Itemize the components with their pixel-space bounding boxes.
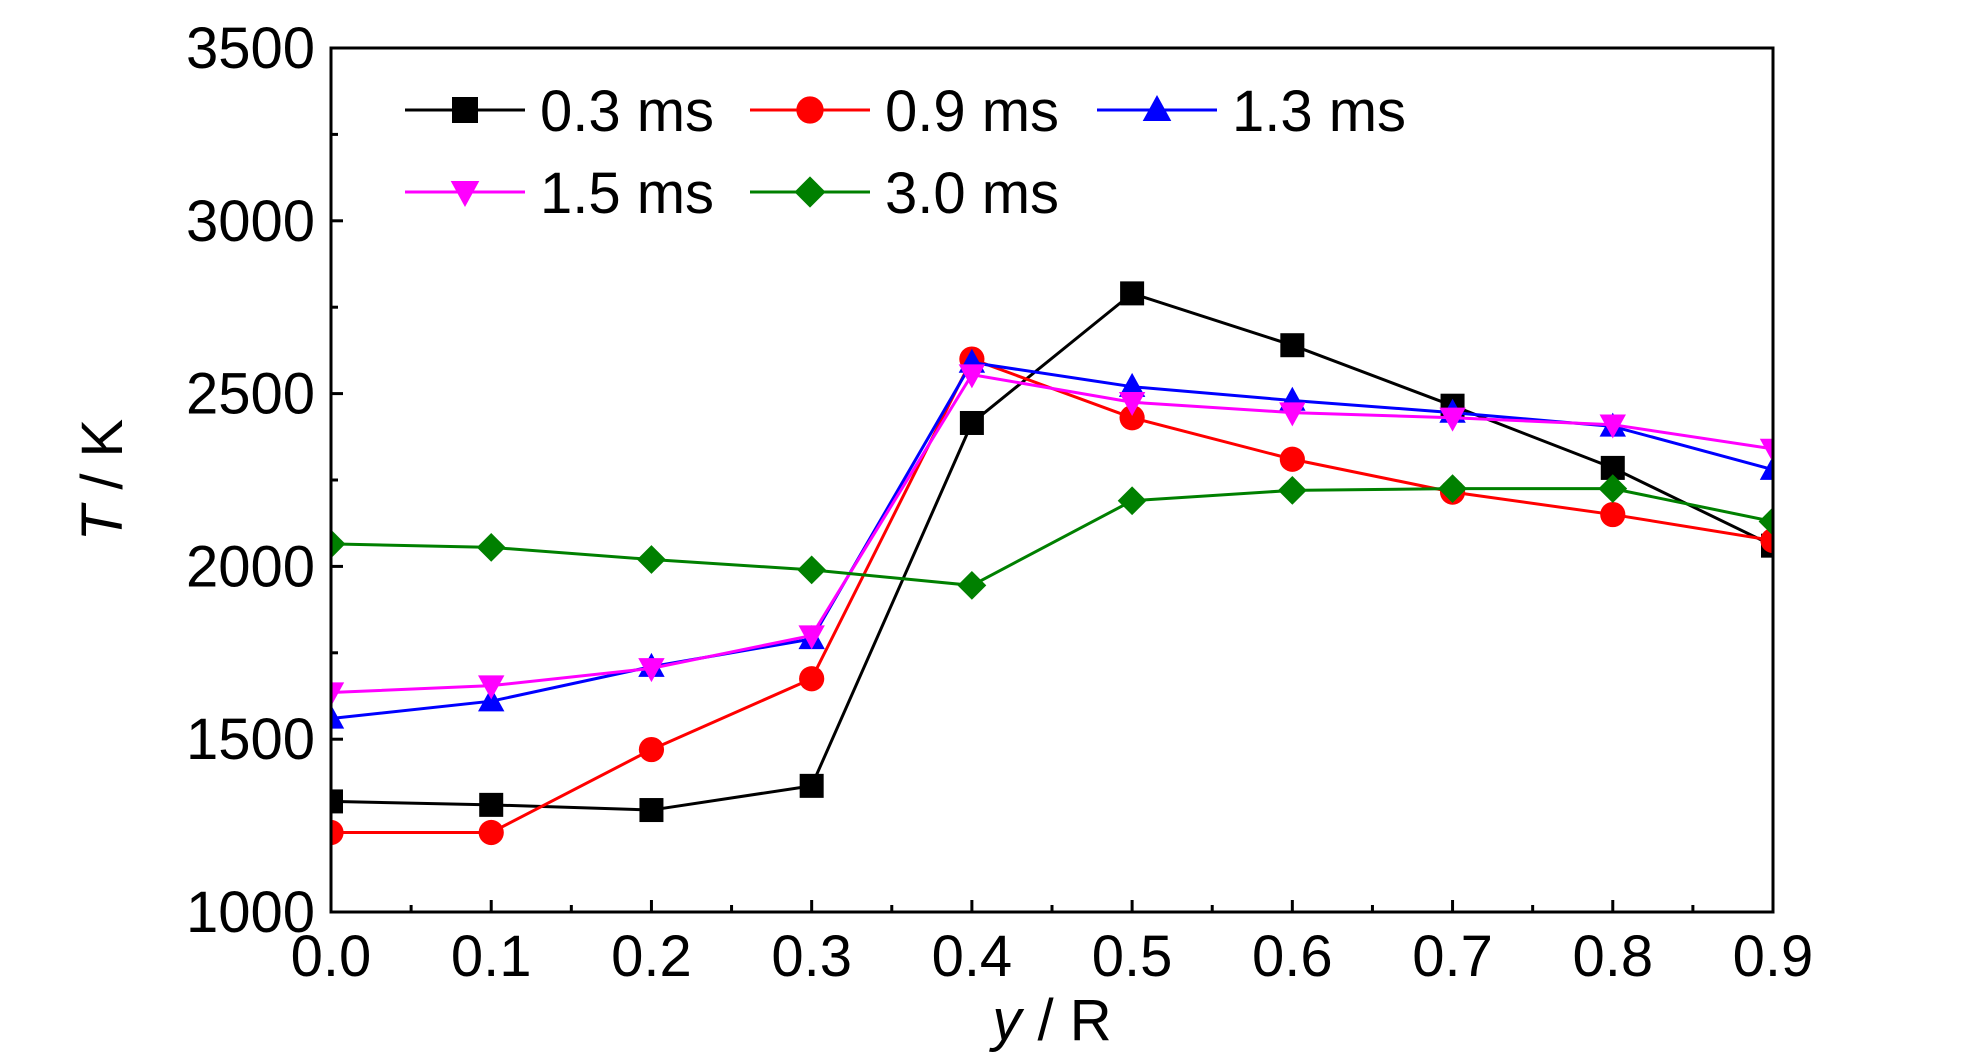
series-line [331, 487, 1773, 587]
y-axis-title: T / K [70, 418, 135, 541]
data-point [1760, 527, 1773, 554]
series-line [331, 357, 1773, 835]
data-point [1118, 372, 1146, 397]
data-point [1277, 475, 1307, 505]
y-tick-label: 1500 [186, 707, 315, 772]
data-point [476, 532, 506, 562]
data-point [331, 704, 345, 729]
x-tick-label: 0.9 [1733, 924, 1814, 989]
series-3-0-ms [331, 474, 1773, 600]
x-tick-label: 0.8 [1572, 924, 1653, 989]
data-point [959, 410, 984, 435]
x-tick-label: 0.0 [291, 924, 372, 989]
data-point [1598, 474, 1628, 504]
data-point [1600, 501, 1626, 528]
legend-label: 0.9 ms [885, 79, 1059, 144]
legend-marker [452, 97, 478, 123]
x-tick-label: 0.3 [771, 924, 852, 989]
series-1-5-ms [331, 364, 1773, 707]
data-point [958, 364, 986, 389]
x-tick-label: 0.6 [1252, 924, 1333, 989]
y-tick-label: 3500 [186, 16, 315, 81]
legend-label: 1.3 ms [1232, 79, 1406, 144]
data-point [637, 545, 666, 574]
x-tick-label: 0.2 [611, 924, 692, 989]
y-tick-label: 1000 [186, 880, 315, 945]
data-point [479, 792, 504, 817]
y-tick-label: 2000 [186, 534, 315, 599]
legend-item: 3.0 ms [750, 161, 1059, 226]
data-point [797, 555, 827, 585]
x-axis-variable: y [988, 988, 1024, 1053]
x-axis-title: y / R [988, 988, 1111, 1053]
data-point [1599, 414, 1626, 439]
data-point [799, 666, 825, 692]
series-line [331, 372, 1773, 695]
legend-marker [450, 180, 480, 207]
data-point [1759, 455, 1773, 480]
data-point [798, 625, 825, 650]
data-point [1117, 486, 1147, 516]
legend-label: 0.3 ms [540, 79, 714, 144]
legend-label: 1.5 ms [540, 161, 714, 226]
data-point [1118, 392, 1146, 417]
data-point [957, 571, 987, 600]
legend-item: 1.5 ms [405, 161, 714, 226]
data-point [1279, 446, 1305, 472]
legend-item: 0.3 ms [405, 79, 714, 144]
data-point [1438, 474, 1467, 504]
legend: 0.3 ms 0.9 ms 1.3 ms 1.5 ms 3.0 ms [405, 79, 1406, 226]
data-point [1279, 402, 1306, 427]
legend-item: 0.9 ms [750, 79, 1059, 144]
x-tick-label: 0.1 [451, 924, 532, 989]
series-line [331, 360, 1773, 720]
x-tick-label: 0.7 [1412, 924, 1493, 989]
data-point [331, 529, 346, 559]
y-axis-variable: T [70, 502, 135, 541]
series-1-3-ms [331, 348, 1773, 729]
y-tick-label: 2500 [186, 362, 315, 427]
legend-label: 3.0 ms [885, 161, 1059, 226]
data-point [799, 773, 824, 798]
legend-marker [1142, 95, 1172, 122]
data-point [478, 675, 505, 700]
data-point [638, 658, 665, 683]
data-point [639, 798, 664, 823]
data-point [1119, 405, 1145, 431]
legend-marker [794, 176, 826, 208]
x-axis-unit: / R [1021, 988, 1111, 1053]
data-point [1439, 407, 1466, 432]
data-point [1759, 438, 1773, 463]
data-point [1758, 507, 1773, 536]
y-axis-unit: / K [70, 418, 135, 505]
data-point [1120, 281, 1145, 306]
plot-frame [329, 46, 1775, 914]
data-point [331, 682, 345, 707]
data-point [1280, 333, 1305, 358]
legend-marker [796, 96, 824, 124]
data-point [331, 819, 344, 846]
series-line [331, 291, 1773, 812]
data-point [331, 789, 343, 814]
x-tick-label: 0.4 [932, 924, 1013, 989]
y-tick-label: 3000 [186, 189, 315, 254]
data-point [478, 819, 504, 846]
x-tick-label: 0.5 [1092, 924, 1173, 989]
legend-item: 1.3 ms [1097, 79, 1406, 144]
data-point [638, 736, 665, 763]
